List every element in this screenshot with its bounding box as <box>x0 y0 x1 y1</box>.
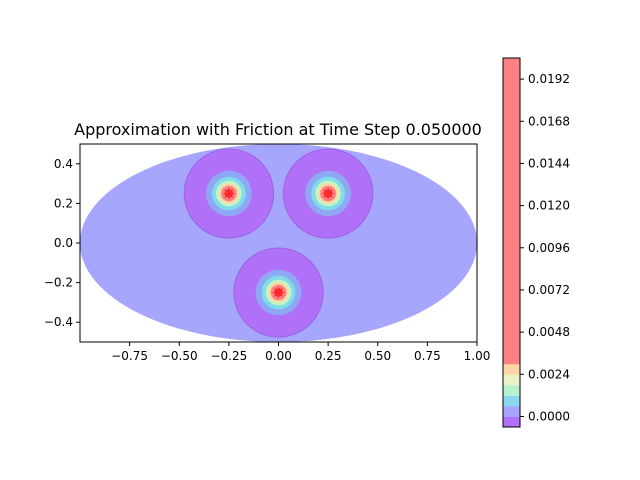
y-tick-label: −0.2 <box>44 276 73 290</box>
peak-marker <box>272 286 285 299</box>
x-tick-label: 1.00 <box>464 349 491 363</box>
x-tick-label: −0.75 <box>111 349 148 363</box>
colorbar-segment <box>503 395 520 407</box>
x-tick-label: 0.50 <box>364 349 391 363</box>
colorbar-tick-label: 0.0168 <box>528 114 570 128</box>
x-tick-label: −0.25 <box>210 349 247 363</box>
colorbar-segment <box>503 363 520 375</box>
colorbar-tick-label: 0.0144 <box>528 156 570 170</box>
domain-ellipse <box>80 144 477 342</box>
peak-marker <box>322 187 335 200</box>
plot-area <box>80 144 477 342</box>
colorbar-segment <box>503 374 520 386</box>
colorbar-tick-label: 0.0096 <box>528 241 570 255</box>
chart-title: Approximation with Friction at Time Step… <box>74 120 482 139</box>
y-tick-label: 0.0 <box>54 236 73 250</box>
colorbar-frame <box>502 57 521 428</box>
colorbar-segment <box>503 416 520 428</box>
colorbar <box>503 58 520 428</box>
source-1 <box>282 148 374 239</box>
x-tick-label: 0.00 <box>265 349 292 363</box>
source-2 <box>233 247 324 338</box>
peak-marker <box>222 187 235 200</box>
colorbar-tick-label: 0.0024 <box>528 367 570 381</box>
y-tick-label: −0.4 <box>44 315 73 329</box>
y-tick-label: 0.4 <box>54 157 73 171</box>
x-tick-label: 0.25 <box>315 349 342 363</box>
x-tick-label: 0.75 <box>414 349 441 363</box>
colorbar-tick-label: 0.0192 <box>528 72 570 86</box>
x-tick-label: −0.50 <box>161 349 198 363</box>
colorbar-tick-label: 0.0048 <box>528 325 570 339</box>
colorbar-tick-label: 0.0000 <box>528 409 570 423</box>
y-tick-label: 0.2 <box>54 196 73 210</box>
y-axis: 0.4 0.2 0.0 −0.2 −0.4 <box>44 157 80 329</box>
colorbar-tick-label: 0.0072 <box>528 283 570 297</box>
colorbar-segment <box>503 58 520 365</box>
colorbar-axis: 0.0192 0.0168 0.0144 0.0120 0.0096 0.0072 0.00… <box>520 72 570 423</box>
colorbar-segment <box>503 384 520 396</box>
x-axis: −0.75 −0.50 −0.25 0.00 0.25 0.50 0.75 1.00 <box>111 342 490 363</box>
colorbar-segment <box>503 405 520 417</box>
colorbar-tick-label: 0.0120 <box>528 199 570 213</box>
source-0 <box>183 148 275 239</box>
